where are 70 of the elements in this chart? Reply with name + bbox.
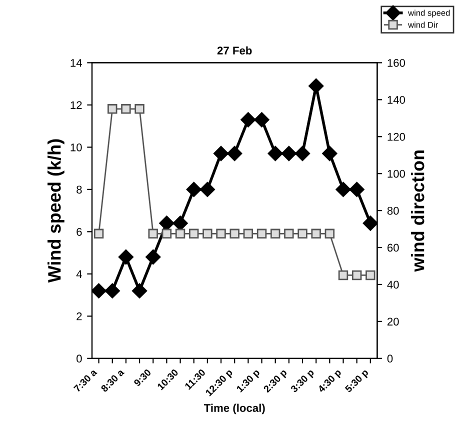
point: [324, 228, 335, 239]
point: [148, 228, 158, 239]
y-tick-label: 2: [76, 312, 82, 320]
point: [338, 270, 348, 280]
x-tick-label: 5:30 p: [344, 368, 370, 394]
y-tick-label: 12: [70, 101, 82, 109]
point: [118, 249, 134, 265]
point: [366, 270, 376, 280]
y-tick-label: 6: [76, 228, 82, 236]
point: [132, 283, 148, 298]
y2-tick-label: 120: [388, 132, 406, 141]
point: [188, 228, 199, 239]
point: [216, 228, 226, 239]
point: [172, 216, 188, 231]
point: [200, 182, 216, 198]
y-axis-title: Wind speed (k/h): [48, 139, 64, 283]
y2-tick-label: 100: [388, 170, 406, 178]
point: [352, 270, 362, 280]
point: [230, 228, 240, 239]
point: [311, 228, 321, 239]
point: [162, 228, 172, 239]
legend-label: wind speed: [408, 10, 450, 18]
x-tick-label: 7:30 a: [73, 368, 98, 392]
point: [349, 182, 364, 198]
point: [281, 146, 296, 162]
point: [254, 112, 270, 128]
y-tick-label: 8: [76, 186, 82, 194]
y2-tick-label: 160: [388, 58, 406, 67]
point: [336, 182, 351, 198]
point: [322, 146, 338, 162]
point: [227, 146, 242, 162]
point: [94, 228, 104, 239]
point: [175, 228, 186, 239]
point: [243, 228, 254, 239]
point: [92, 283, 106, 298]
y2-tick-label: 140: [388, 96, 406, 104]
y2-tick-label: 0: [387, 354, 393, 363]
point: [108, 104, 118, 114]
y2-axis-title: wind direction: [411, 150, 424, 272]
point: [298, 228, 308, 239]
x-axis-title: Time (local): [204, 404, 265, 414]
y2-tick-label: 20: [387, 318, 399, 326]
point: [270, 228, 280, 239]
y-tick-label: 0: [76, 354, 82, 363]
point: [308, 78, 324, 94]
point: [121, 104, 131, 114]
y2-tick-label: 60: [387, 244, 399, 252]
chart-title: 27 Feb: [217, 46, 252, 54]
point: [284, 228, 294, 239]
x-tick-label: 3:30 p: [290, 368, 316, 394]
y2-tick-label: 80: [387, 206, 399, 215]
point: [256, 228, 267, 239]
point: [104, 283, 120, 298]
y-tick-label: 4: [76, 270, 82, 278]
point: [240, 112, 256, 128]
point: [186, 182, 202, 198]
legend-label: wind Dir: [408, 22, 438, 28]
x-tick-label: 4:30 p: [317, 368, 343, 394]
point: [159, 216, 174, 231]
x-tick-label: 9:30: [133, 368, 152, 387]
y-tick-label: 14: [70, 59, 82, 67]
point: [134, 104, 144, 114]
point: [362, 216, 378, 231]
y2-tick-label: 40: [387, 280, 399, 289]
point: [146, 249, 161, 265]
point: [268, 146, 283, 162]
point: [202, 228, 212, 239]
point: [294, 146, 310, 162]
y-tick-label: 10: [70, 143, 82, 152]
point: [213, 146, 229, 162]
